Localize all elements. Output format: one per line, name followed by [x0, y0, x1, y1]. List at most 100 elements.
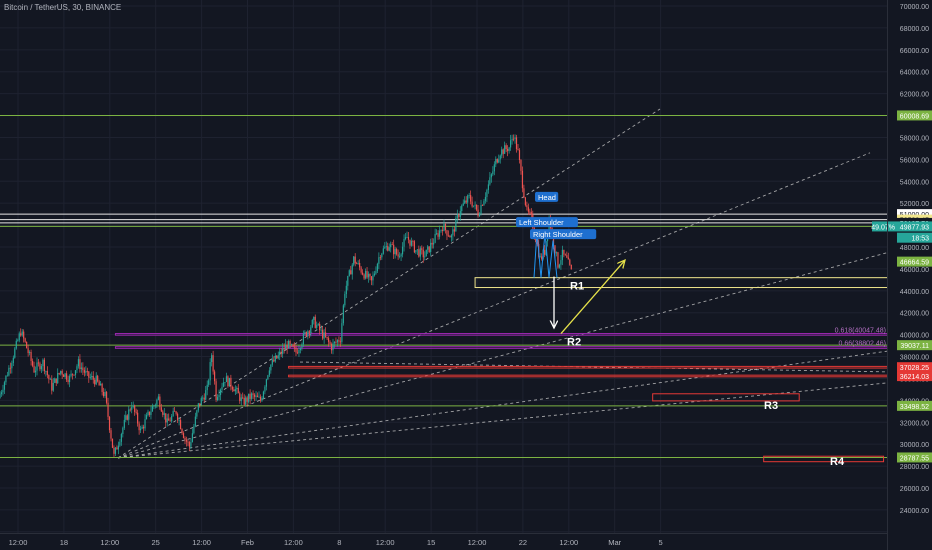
price-badge-label: 37028.25 [900, 365, 929, 372]
candle-body [453, 229, 455, 232]
time-tick-label: 18 [60, 538, 68, 547]
candle-body [397, 254, 399, 257]
price-badge [897, 340, 932, 351]
price-badge-label: 49877.93 [900, 224, 929, 231]
candle-body [373, 273, 376, 276]
time-tick-label: Feb [241, 538, 254, 547]
candle-body [57, 372, 59, 384]
time-tick-label: 12:00 [192, 538, 211, 547]
candle-body [276, 355, 278, 359]
candle-body [456, 214, 458, 219]
candle-body [301, 344, 303, 349]
candle-body [135, 411, 137, 413]
candle-body [2, 389, 4, 393]
price-tick-label: 42000.00 [900, 311, 929, 318]
candle-body [224, 382, 226, 383]
candle-body [156, 399, 158, 405]
candle-body [313, 316, 315, 320]
candle-body [477, 209, 479, 217]
candle-body [14, 348, 16, 358]
candle-body [511, 138, 513, 141]
candle-body [73, 374, 75, 376]
trend-line [117, 252, 889, 459]
candle-body [178, 420, 180, 421]
candle-body [298, 349, 300, 354]
candle-body [147, 411, 149, 416]
candle-body [94, 379, 96, 385]
candle-body [384, 247, 386, 249]
candle-body [288, 340, 290, 349]
candle-body [54, 378, 56, 383]
candle-body [221, 386, 223, 390]
candle-body [117, 445, 119, 450]
candle-body [450, 235, 452, 238]
candle-body [51, 379, 53, 391]
candle-body [77, 359, 80, 367]
candle-body [160, 407, 162, 412]
candle-body [18, 333, 20, 341]
candle-body [171, 416, 173, 422]
candle-body [302, 333, 304, 345]
time-tick-label: Mar [608, 538, 621, 547]
right-shoulder-label: Right Shoulder [533, 230, 583, 239]
candle-body [396, 248, 398, 255]
candle-body [216, 397, 219, 401]
candle-body [437, 233, 439, 237]
price-scale[interactable] [887, 0, 932, 550]
price-badge [897, 232, 932, 243]
candle-body [274, 355, 276, 362]
candle-body [123, 419, 125, 428]
candle-body [495, 158, 497, 165]
price-tick-label: 40000.00 [900, 333, 929, 340]
candle-body [536, 242, 538, 245]
candle-body [421, 248, 423, 250]
candle-body [524, 197, 526, 206]
candle-body [5, 375, 7, 383]
candle-body [441, 229, 444, 231]
time-scale[interactable] [0, 533, 888, 550]
candle-body [304, 332, 306, 334]
candle-body [131, 407, 133, 410]
candle-body [24, 338, 26, 342]
candle-body [79, 359, 81, 370]
candle-body [394, 248, 396, 255]
candle-body [141, 426, 143, 429]
candle-body [299, 348, 302, 350]
candle-body [268, 370, 270, 376]
candle-body [264, 386, 266, 392]
price-tick-label: 32000.00 [900, 420, 929, 427]
candle-body [40, 366, 43, 370]
candle-body [255, 395, 257, 397]
price-badge-label: 39037.11 [900, 343, 929, 350]
time-tick-label: 25 [152, 538, 160, 547]
candle-body [71, 373, 74, 375]
candle-body [400, 254, 402, 257]
candle-body [23, 331, 25, 339]
candle-body [387, 246, 389, 251]
price-badge-label: 33498.52 [900, 404, 929, 411]
candle-body [319, 323, 321, 331]
candle-body [151, 406, 154, 412]
candle-body [481, 205, 484, 206]
candle-body [206, 384, 208, 391]
price-tick-label: 28000.00 [900, 464, 929, 471]
price-tick-label: 54000.00 [900, 179, 929, 186]
candle-body [114, 447, 117, 454]
candle-body [110, 430, 112, 439]
candle-body [517, 149, 519, 151]
candle-body [80, 367, 82, 370]
time-tick-label: 15 [427, 538, 435, 547]
candle-body [296, 352, 299, 354]
candle-body [181, 429, 183, 434]
candle-body [0, 394, 1, 399]
candle-body [336, 340, 339, 343]
trend-line [117, 382, 889, 459]
candle-body [3, 382, 6, 390]
candle-body [273, 359, 275, 362]
candle-body [378, 257, 380, 264]
candle-body [142, 426, 145, 429]
price-tick-label: 48000.00 [900, 245, 929, 252]
candle-body [184, 437, 186, 440]
